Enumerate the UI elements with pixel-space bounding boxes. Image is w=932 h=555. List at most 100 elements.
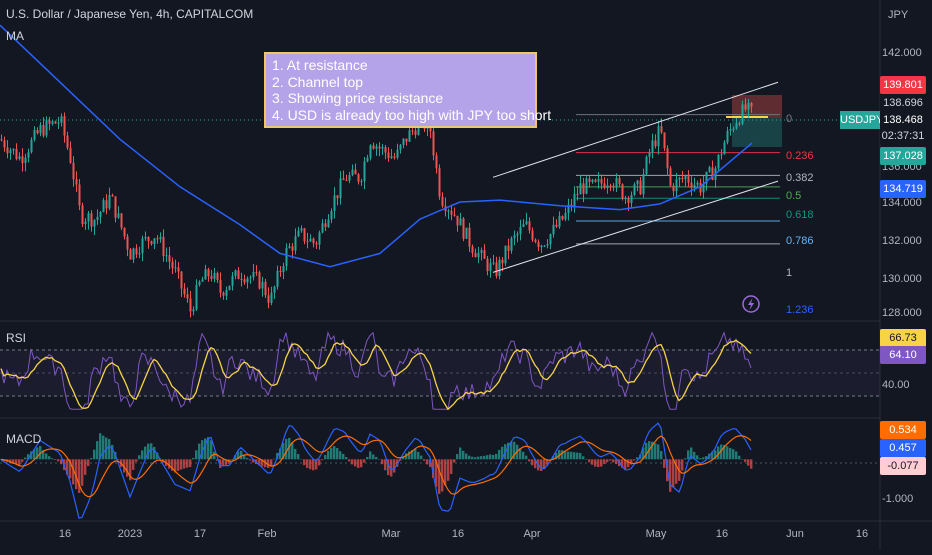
fib-layer [576, 114, 780, 245]
candle-body [645, 156, 648, 175]
candle-body [471, 246, 474, 253]
candle-body [255, 271, 258, 273]
candle-body [309, 238, 312, 242]
candle-body [672, 185, 675, 192]
macd-histogram-bar [744, 459, 747, 462]
macd-histogram-bar [687, 450, 690, 460]
candle-body [612, 185, 615, 188]
candle-body [651, 140, 654, 153]
lightning-icon[interactable] [742, 295, 760, 313]
candle-body [303, 228, 306, 242]
candle-body [207, 269, 210, 277]
time-label: 16 [451, 528, 465, 540]
macd-histogram-bar [528, 459, 531, 462]
fib-level-label: 0.786 [786, 235, 814, 247]
fib-level-label: 1.236 [786, 304, 814, 316]
candle-body [618, 178, 621, 185]
candle-body [615, 178, 618, 188]
macd-histogram-bar [96, 441, 99, 460]
annotation-box[interactable]: 1. At resistance 2. Channel top 3. Showi… [264, 52, 551, 128]
short-position-target-box[interactable] [732, 118, 782, 147]
candle-body [435, 155, 438, 169]
candle-body [306, 241, 309, 243]
price-tick: 142.000 [882, 47, 922, 59]
candle-body [597, 179, 600, 182]
candle-body [141, 238, 144, 254]
macd-histogram-bar [93, 449, 96, 460]
candle-body [534, 239, 537, 242]
rsi-layer [0, 331, 752, 411]
macd-histogram-bar [726, 446, 729, 460]
candle-body [123, 227, 126, 237]
macd-histogram-bar [375, 456, 378, 460]
candle-body [678, 177, 681, 180]
candle-body [369, 145, 372, 158]
fib-level-label: 0 [786, 113, 793, 125]
macd-histogram-bar [21, 459, 24, 462]
macd-histogram-bar [117, 459, 120, 461]
candle-body [699, 182, 702, 193]
candle-body [312, 238, 315, 244]
candle-body [78, 184, 81, 206]
macd-histogram-bar [570, 451, 573, 460]
candle-body [372, 145, 375, 149]
symbol-title[interactable]: U.S. Dollar / Japanese Yen, 4h, CAPITALC… [6, 7, 254, 21]
ma-indicator-label[interactable]: MA [6, 29, 24, 43]
macd-histogram-bar [342, 453, 345, 460]
macd-histogram-bar [693, 451, 696, 460]
candle-body [627, 198, 630, 203]
candle-body [681, 177, 684, 180]
macd-histogram-bar [525, 455, 528, 460]
candle-body [3, 140, 6, 148]
candle-body [564, 212, 567, 220]
symbol-tag: USDJPY [840, 111, 883, 129]
candle-body [6, 147, 9, 154]
candle-body [375, 146, 378, 149]
candle-body [174, 267, 177, 269]
macd-histogram-bar [90, 458, 93, 460]
current-price-tag: 138.468 [880, 111, 926, 129]
macd-histogram-bar [555, 452, 558, 460]
macd-histogram-bar [348, 459, 351, 462]
macd-histogram-bar [741, 459, 744, 460]
macd-histogram-bar [513, 441, 516, 460]
macd-histogram-bar [66, 459, 69, 475]
candle-body [330, 210, 333, 220]
candle-body [360, 181, 363, 183]
candle-body [336, 195, 339, 199]
macd-histogram-bar [267, 459, 270, 468]
macd-histogram-bar [303, 459, 306, 466]
short-position-risk-box[interactable] [732, 95, 782, 118]
candle-body [108, 195, 111, 209]
time-label: Mar [381, 528, 401, 540]
moving-average-line [0, 24, 753, 268]
candle-body [438, 168, 441, 197]
candle-body [600, 179, 603, 184]
macd-histogram-bar [591, 459, 594, 465]
candle-body [111, 195, 114, 197]
candle-body [99, 212, 102, 217]
macd-histogram-bar [48, 456, 51, 460]
macd-histogram-bar [216, 459, 219, 461]
macd-histogram-bar [405, 453, 408, 460]
macd-histogram-bar [426, 459, 429, 465]
candle-body [747, 102, 750, 110]
candle-body [276, 270, 279, 287]
macd-label[interactable]: MACD [6, 432, 42, 446]
candle-body [132, 248, 135, 260]
macd-histogram-bar [654, 443, 657, 460]
candle-body [198, 281, 201, 285]
candle-body [501, 259, 504, 264]
macd-histogram-bar [168, 459, 171, 469]
macd-histogram-bar [456, 453, 459, 460]
macd-histogram-bar [543, 459, 546, 470]
candle-body [462, 218, 465, 239]
macd-histogram-bar [444, 459, 447, 486]
candle-body [606, 185, 609, 189]
rsi-label[interactable]: RSI [6, 331, 27, 345]
candle-body [717, 154, 720, 169]
candle-body [711, 167, 714, 180]
macd-histogram-bar [225, 459, 228, 465]
candle-body [459, 218, 462, 226]
